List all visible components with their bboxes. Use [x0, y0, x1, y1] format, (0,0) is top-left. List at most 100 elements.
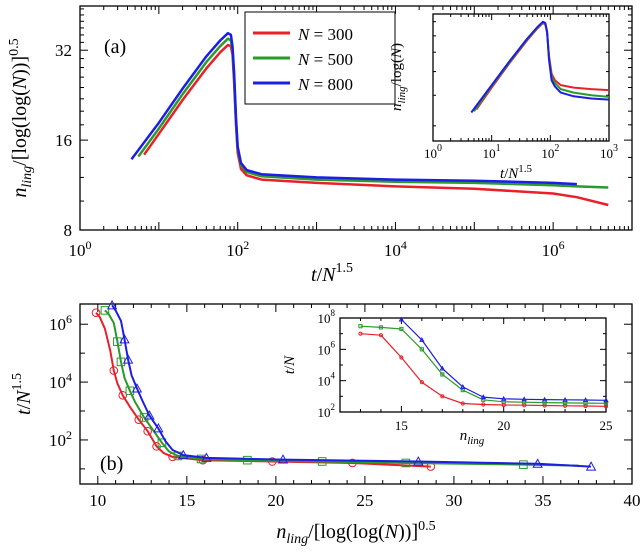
b-series-marker-800 — [153, 423, 164, 433]
a-y-tick-label: 16 — [55, 131, 72, 150]
legend: N = 300 N = 500 N = 800 — [244, 11, 396, 105]
b-x-tick-label: 10 — [89, 491, 106, 510]
b-inset-series-marker-800 — [521, 396, 527, 402]
b-inset-series-line-300 — [360, 333, 607, 407]
panel-b-inset-frame — [339, 317, 607, 413]
b-inset-series-marker-800 — [501, 395, 507, 401]
a-inset-x-tick-label: 100 — [424, 143, 442, 161]
b-inset-series-line-800 — [400, 319, 607, 401]
panel-b: 10 15 20 25 30 35 40 102 104 106 (b) 15 20 25 102 104… — [10, 299, 640, 547]
panel-a-axes-frame — [79, 5, 633, 231]
panel-b-inset-ylabel: t/N — [282, 355, 298, 374]
b-inset-series-marker-800 — [562, 396, 568, 402]
b-inset-series-marker-300 — [399, 355, 404, 360]
b-series-marker-500 — [519, 460, 528, 469]
b-inset-series-marker-800 — [398, 316, 405, 322]
legend-entry-300: N = 300 — [253, 25, 353, 44]
b-inset-series-marker-500 — [378, 325, 384, 330]
a-x-tick-label: 104 — [384, 238, 407, 260]
panel-b-plot-area: 10 15 20 25 30 35 40 102 104 106 — [49, 299, 640, 510]
legend-entry-800: N = 800 — [253, 75, 353, 94]
legend-label-300: N = 300 — [297, 25, 353, 44]
b-inset-x-tick-label: 25 — [600, 418, 613, 433]
b-inset-y-tick-label: 104 — [318, 371, 336, 389]
a-inset-x-tick-label: 102 — [541, 143, 559, 161]
a-y-tick-label: 8 — [64, 221, 73, 240]
b-series-marker-300 — [118, 390, 128, 400]
panel-a-inset-plot-area: 100 101 102 103 — [424, 14, 618, 161]
a-x-tick-label: 106 — [542, 238, 565, 260]
b-series-marker-800 — [413, 456, 424, 466]
b-x-tick-label: 20 — [267, 491, 284, 510]
b-series-marker-800 — [106, 299, 118, 310]
b-inset-series-marker-800 — [460, 384, 466, 389]
b-x-tick-label: 40 — [624, 491, 640, 510]
b-series-marker-800 — [144, 410, 155, 420]
panel-a-label: (a) — [104, 36, 126, 58]
b-series-line-500 — [104, 309, 579, 467]
panel-a-inset-ylabel: nling/log(N) — [389, 43, 408, 111]
legend-label-500: N = 500 — [297, 50, 353, 69]
b-inset-x-tick-label: 15 — [395, 418, 408, 433]
b-x-tick-label: 25 — [356, 491, 373, 510]
b-inset-y-tick-label: 106 — [318, 339, 336, 357]
b-inset-series-marker-800 — [419, 337, 425, 342]
a-x-tick-label: 102 — [226, 238, 249, 260]
b-x-tick-label: 15 — [178, 491, 195, 510]
b-series-line-800 — [111, 304, 592, 468]
panel-a: 100 102 104 106 8 16 32 (a) N = 300 N = 500 N … — [7, 5, 633, 286]
b-series-marker-800 — [201, 452, 212, 462]
panel-b-inset: 15 20 25 102 104 106 108 t/N nling — [282, 308, 613, 447]
b-inset-y-tick-label: 102 — [318, 402, 336, 420]
b-inset-series-marker-800 — [541, 396, 548, 402]
legend-entry-500: N = 500 — [253, 50, 353, 69]
b-series-marker-800 — [532, 458, 543, 468]
b-series-marker-500 — [100, 306, 110, 315]
a-inset-series-line-300 — [475, 22, 610, 110]
b-inset-series-marker-500 — [419, 347, 424, 352]
b-series-marker-500 — [196, 454, 206, 464]
a-series-line-800 — [130, 31, 577, 186]
b-series-marker-800 — [131, 383, 143, 393]
b-inset-series-marker-500 — [399, 326, 404, 332]
b-series-marker-500 — [317, 457, 327, 466]
b-inset-series-marker-300 — [378, 333, 384, 338]
b-series-marker-300 — [143, 426, 152, 436]
a-inset-x-tick-label: 103 — [600, 143, 618, 161]
panel-b-xlabel: nling/[log(log(N))]0.5 — [276, 519, 435, 547]
a-y-tick-label: 32 — [55, 41, 72, 60]
b-inset-series-marker-300 — [440, 394, 445, 399]
a-inset-series-line-800 — [470, 20, 610, 114]
b-series-marker-300 — [134, 415, 144, 425]
panel-a-inset-xlabel: t/N1.5 — [500, 163, 533, 182]
b-series-marker-800 — [277, 454, 289, 464]
b-inset-x-tick-label: 20 — [497, 418, 510, 433]
a-x-tick-label: 100 — [69, 238, 92, 260]
b-inset-series-marker-800 — [480, 394, 486, 400]
legend-label-800: N = 800 — [297, 75, 353, 94]
b-inset-series-marker-500 — [358, 324, 363, 329]
b-inset-series-marker-300 — [481, 402, 486, 407]
b-inset-series-line-500 — [360, 325, 607, 404]
panel-b-inset-plot-area: 15 20 25 102 104 106 108 — [318, 308, 613, 433]
panel-a-inset-frame — [432, 13, 610, 142]
b-series-marker-300 — [91, 308, 101, 318]
b-inset-series-marker-800 — [603, 397, 609, 403]
panel-a-ylabel: nling/[log(log(N))]0.5 — [7, 38, 35, 197]
panel-a-inset: 100 101 102 103 nling/log(N) t/N1.5 — [389, 13, 618, 182]
b-series-marker-300 — [109, 366, 119, 375]
b-y-tick-label: 104 — [49, 370, 72, 392]
b-series-marker-500 — [243, 455, 252, 465]
panel-b-ylabel: t/N1.5 — [10, 373, 35, 415]
panel-a-xlabel: t/N1.5 — [311, 261, 353, 286]
panel-a-plot-area: 100 102 104 106 8 16 32 — [55, 6, 633, 260]
b-series-marker-800 — [122, 354, 134, 364]
panel-b-inset-xlabel: nling — [460, 428, 485, 447]
b-y-tick-label: 102 — [49, 428, 72, 450]
b-inset-series-marker-500 — [440, 372, 445, 377]
b-y-tick-label: 106 — [49, 312, 72, 334]
b-series-marker-500 — [401, 458, 411, 468]
panel-b-axes-frame — [79, 303, 633, 485]
b-series-line-300 — [95, 312, 431, 468]
